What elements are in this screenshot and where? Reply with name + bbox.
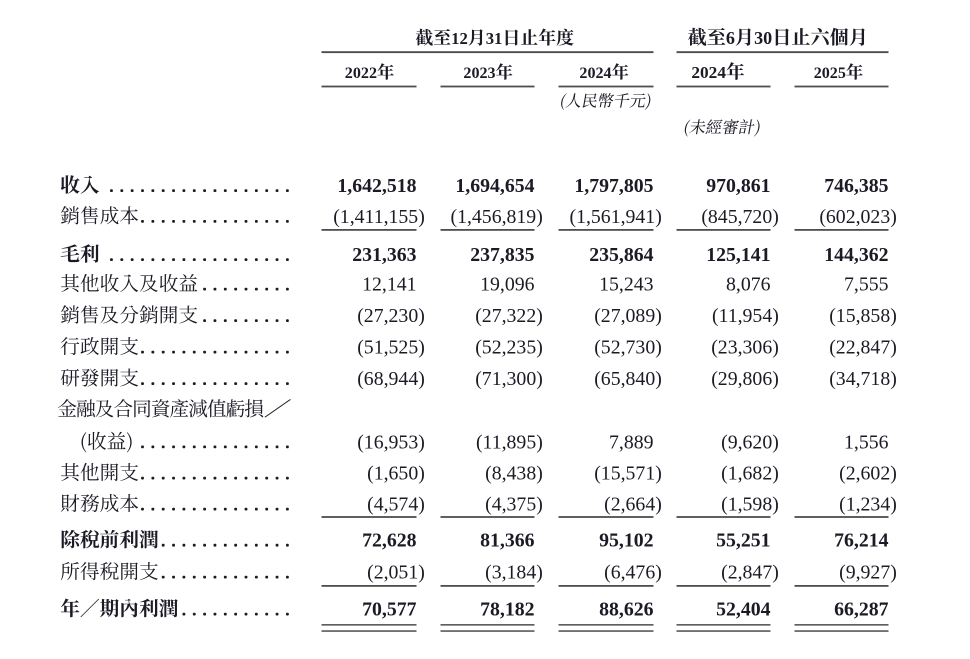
svg-text:55,251: 55,251 bbox=[716, 530, 770, 552]
svg-text:78,182: 78,182 bbox=[480, 599, 535, 621]
svg-text:746,385: 746,385 bbox=[824, 175, 888, 197]
svg-text:(11,954): (11,954) bbox=[712, 305, 779, 327]
svg-text:1,556: 1,556 bbox=[844, 431, 889, 453]
svg-text:12: 12 bbox=[451, 29, 468, 48]
svg-text:(1,598): (1,598) bbox=[721, 494, 779, 516]
svg-text:(8,438): (8,438) bbox=[485, 463, 543, 485]
svg-text:52,404: 52,404 bbox=[716, 599, 771, 621]
svg-text:125,141: 125,141 bbox=[706, 244, 770, 266]
svg-text:15,243: 15,243 bbox=[599, 274, 654, 296]
svg-text:8,076: 8,076 bbox=[726, 274, 771, 296]
svg-text:(2,847): (2,847) bbox=[721, 562, 779, 584]
svg-text:(602,023): (602,023) bbox=[819, 206, 896, 228]
svg-text:(52,235): (52,235) bbox=[475, 337, 543, 359]
svg-text:(71,300): (71,300) bbox=[475, 368, 543, 390]
svg-text:(9,620): (9,620) bbox=[721, 431, 779, 453]
svg-text:(4,574): (4,574) bbox=[367, 494, 425, 516]
svg-text:12,141: 12,141 bbox=[362, 274, 416, 296]
svg-text:237,835: 237,835 bbox=[470, 244, 534, 266]
svg-text:(4,375): (4,375) bbox=[485, 494, 543, 516]
svg-text:(11,895): (11,895) bbox=[476, 431, 543, 453]
svg-text:1,797,805: 1,797,805 bbox=[574, 175, 653, 197]
svg-text:2023: 2023 bbox=[463, 65, 495, 82]
svg-text:1,694,654: 1,694,654 bbox=[455, 175, 534, 197]
svg-text:(1,650): (1,650) bbox=[367, 463, 425, 485]
svg-text:(2,602): (2,602) bbox=[839, 463, 897, 485]
svg-text:88,626: 88,626 bbox=[599, 599, 654, 621]
svg-text:31: 31 bbox=[486, 29, 503, 48]
svg-text:72,628: 72,628 bbox=[362, 530, 417, 552]
svg-text:(845,720): (845,720) bbox=[701, 206, 778, 228]
svg-text:970,861: 970,861 bbox=[706, 175, 770, 197]
svg-text:(65,840): (65,840) bbox=[594, 368, 662, 390]
svg-text:2024: 2024 bbox=[579, 65, 611, 82]
svg-text:(22,847): (22,847) bbox=[829, 337, 897, 359]
svg-text:(51,525): (51,525) bbox=[357, 337, 425, 359]
svg-text:(34,718): (34,718) bbox=[829, 368, 897, 390]
svg-text:2025: 2025 bbox=[814, 65, 846, 82]
svg-text:76,214: 76,214 bbox=[834, 530, 889, 552]
svg-text:(27,230): (27,230) bbox=[357, 305, 425, 327]
svg-text:231,363: 231,363 bbox=[352, 244, 416, 266]
svg-text:(27,322): (27,322) bbox=[475, 305, 543, 327]
svg-text:(1,234): (1,234) bbox=[839, 494, 897, 516]
svg-text:(29,806): (29,806) bbox=[711, 368, 779, 390]
svg-text:(1,456,819): (1,456,819) bbox=[450, 206, 542, 228]
svg-text:(2,664): (2,664) bbox=[604, 494, 662, 516]
svg-text:6: 6 bbox=[726, 28, 735, 48]
svg-text:7,889: 7,889 bbox=[609, 431, 654, 453]
svg-text:(16,953): (16,953) bbox=[357, 431, 425, 453]
svg-text:(6,476): (6,476) bbox=[604, 562, 662, 584]
svg-text:95,102: 95,102 bbox=[599, 530, 654, 552]
svg-text:(9,927): (9,927) bbox=[839, 562, 897, 584]
svg-text:2024: 2024 bbox=[691, 63, 726, 82]
svg-text:235,864: 235,864 bbox=[589, 244, 653, 266]
svg-text:(1,682): (1,682) bbox=[721, 463, 779, 485]
svg-text:(27,089): (27,089) bbox=[594, 305, 662, 327]
svg-text:2022: 2022 bbox=[345, 65, 377, 82]
svg-text:(15,858): (15,858) bbox=[829, 305, 897, 327]
svg-text:70,577: 70,577 bbox=[362, 599, 417, 621]
svg-text:81,366: 81,366 bbox=[480, 530, 535, 552]
svg-text:(1,411,155): (1,411,155) bbox=[333, 206, 425, 228]
svg-text:144,362: 144,362 bbox=[824, 244, 888, 266]
svg-text:(68,944): (68,944) bbox=[357, 368, 425, 390]
svg-text:(3,184): (3,184) bbox=[485, 562, 543, 584]
svg-text:19,096: 19,096 bbox=[480, 274, 535, 296]
svg-text:(23,306): (23,306) bbox=[711, 337, 779, 359]
svg-text:30: 30 bbox=[754, 28, 772, 48]
svg-text:(15,571): (15,571) bbox=[594, 463, 662, 485]
svg-text:(52,730): (52,730) bbox=[594, 337, 662, 359]
svg-text:1,642,518: 1,642,518 bbox=[337, 175, 416, 197]
svg-text:66,287: 66,287 bbox=[834, 599, 889, 621]
svg-text:(2,051): (2,051) bbox=[367, 562, 425, 584]
svg-text:7,555: 7,555 bbox=[844, 274, 889, 296]
svg-text:(1,561,941): (1,561,941) bbox=[569, 206, 661, 228]
